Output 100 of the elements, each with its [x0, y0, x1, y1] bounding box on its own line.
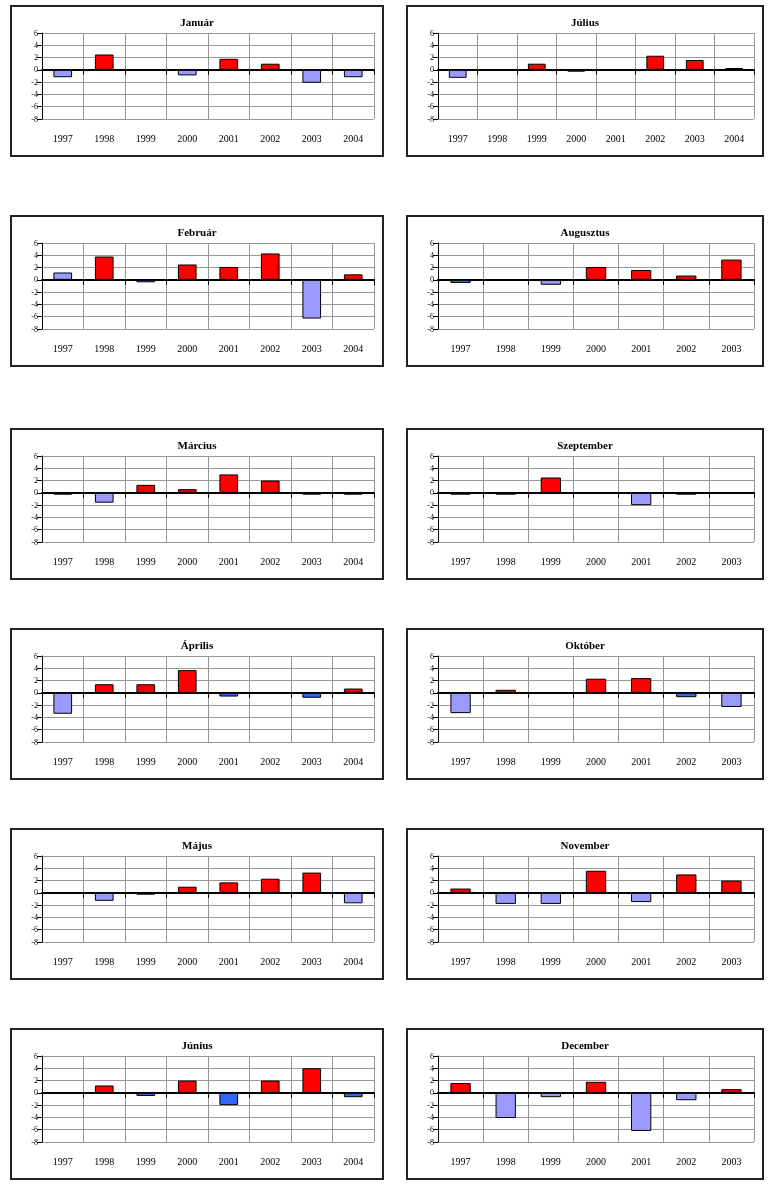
- y-tick-label: -4: [427, 712, 434, 722]
- x-tick-label: 1999: [135, 342, 156, 354]
- x-tick-label: 1999: [135, 1155, 156, 1167]
- x-tick-label: 2002: [260, 342, 281, 354]
- chart-title: Február: [177, 225, 217, 238]
- y-tick-label: 4: [430, 250, 434, 260]
- x-tick-label: 1998: [94, 555, 115, 567]
- y-tick-label: -2: [31, 700, 38, 710]
- y-tick-label: -2: [427, 700, 434, 710]
- x-tick-label: 1997: [52, 755, 73, 767]
- x-tick-label: 2000: [177, 132, 198, 144]
- x-tick-label: 2000: [586, 555, 606, 567]
- chart-title: Január: [180, 15, 214, 28]
- x-tick-label: 1997: [450, 755, 471, 767]
- y-tick-label: 4: [34, 1063, 38, 1073]
- x-tick-label: 2000: [586, 955, 606, 967]
- x-tick-label: 2001: [631, 1155, 652, 1167]
- chart-title: Július: [570, 15, 600, 28]
- y-tick-label: -4: [427, 299, 434, 309]
- x-tick-label: 2003: [721, 755, 742, 767]
- x-tick-label: 1997: [52, 555, 73, 567]
- x-tick-label: 2003: [684, 132, 705, 144]
- y-tick-label: 4: [34, 863, 38, 873]
- x-tick-label: 1997: [447, 132, 468, 144]
- x-tick-label: 2004: [724, 132, 745, 144]
- x-tick-label: 2002: [260, 755, 281, 767]
- x-tick-label: 2003: [301, 1155, 322, 1167]
- x-tick-label: 1998: [94, 1155, 115, 1167]
- x-tick-label: 1998: [495, 555, 516, 567]
- x-tick-label: 2002: [260, 955, 281, 967]
- x-tick-label: 2000: [566, 132, 587, 144]
- y-tick-label: 4: [34, 250, 38, 260]
- x-tick-label: 1997: [52, 342, 73, 354]
- y-tick-label: -2: [427, 287, 434, 297]
- y-tick-label: 4: [430, 663, 434, 673]
- chart-title: November: [560, 838, 610, 851]
- x-tick-label: 2002: [676, 342, 697, 354]
- x-tick-label: 2002: [260, 555, 281, 567]
- x-tick-label: 1998: [94, 132, 115, 144]
- y-tick-label: 4: [34, 663, 38, 673]
- x-tick-label: 2003: [301, 342, 322, 354]
- x-tick-label: 2003: [721, 555, 742, 567]
- x-tick-label: 2004: [343, 955, 364, 967]
- y-tick-label: -4: [31, 299, 38, 309]
- x-tick-label: 1997: [450, 1155, 471, 1167]
- x-tick-label: 2003: [301, 955, 322, 967]
- x-tick-label: 1997: [450, 555, 471, 567]
- x-tick-label: 2001: [631, 955, 652, 967]
- x-tick-label: 1998: [495, 342, 516, 354]
- x-tick-label: 2001: [218, 755, 239, 767]
- y-tick-label: -2: [31, 900, 38, 910]
- x-tick-label: 2003: [721, 342, 742, 354]
- x-tick-label: 1997: [52, 132, 73, 144]
- x-tick-label: 2001: [218, 342, 239, 354]
- x-tick-label: 2003: [721, 1155, 742, 1167]
- x-tick-label: 2001: [605, 132, 626, 144]
- y-tick-label: -2: [427, 900, 434, 910]
- x-tick-label: 1998: [495, 755, 516, 767]
- y-tick-label: 2: [34, 1076, 38, 1086]
- y-tick-label: -2: [427, 1100, 434, 1110]
- x-tick-label: 2000: [177, 755, 198, 767]
- y-tick-label: 4: [430, 40, 434, 50]
- x-tick-label: 1998: [94, 342, 115, 354]
- chart-title: Június: [181, 1038, 214, 1051]
- y-tick-label: 2: [34, 876, 38, 886]
- x-tick-label: 1999: [540, 555, 561, 567]
- y-tick-label: -4: [427, 89, 434, 99]
- y-tick-label: 4: [430, 463, 434, 473]
- x-tick-label: 2001: [218, 555, 239, 567]
- chart-title: Augusztus: [560, 225, 611, 238]
- x-tick-label: 2001: [218, 955, 239, 967]
- y-tick-label: 4: [34, 40, 38, 50]
- y-tick-label: -2: [31, 500, 38, 510]
- y-tick-label: -4: [427, 512, 434, 522]
- y-tick-label: -2: [31, 77, 38, 87]
- y-tick-label: 2: [34, 476, 38, 486]
- x-tick-label: 2002: [676, 955, 697, 967]
- x-tick-label: 1997: [52, 955, 73, 967]
- x-tick-label: 1999: [540, 342, 561, 354]
- y-tick-label: -2: [31, 1100, 38, 1110]
- x-tick-label: 1998: [94, 755, 115, 767]
- x-tick-label: 2003: [301, 755, 322, 767]
- x-tick-label: 2002: [676, 555, 697, 567]
- x-tick-label: 2002: [676, 755, 697, 767]
- x-tick-label: 2003: [301, 132, 322, 144]
- x-tick-label: 1998: [495, 1155, 516, 1167]
- x-tick-label: 2000: [177, 342, 198, 354]
- x-tick-label: 2001: [218, 1155, 239, 1167]
- y-tick-label: 4: [34, 463, 38, 473]
- x-tick-label: 2002: [260, 132, 281, 144]
- y-tick-label: 4: [430, 863, 434, 873]
- chart-title: Október: [565, 638, 605, 651]
- x-tick-label: 2000: [586, 755, 606, 767]
- y-tick-label: -2: [427, 77, 434, 87]
- y-tick-label: -4: [427, 912, 434, 922]
- x-tick-label: 2000: [177, 555, 198, 567]
- x-tick-label: 1999: [135, 132, 156, 144]
- y-tick-label: 2: [430, 1076, 434, 1086]
- x-tick-label: 1999: [135, 955, 156, 967]
- x-tick-label: 2004: [343, 1155, 364, 1167]
